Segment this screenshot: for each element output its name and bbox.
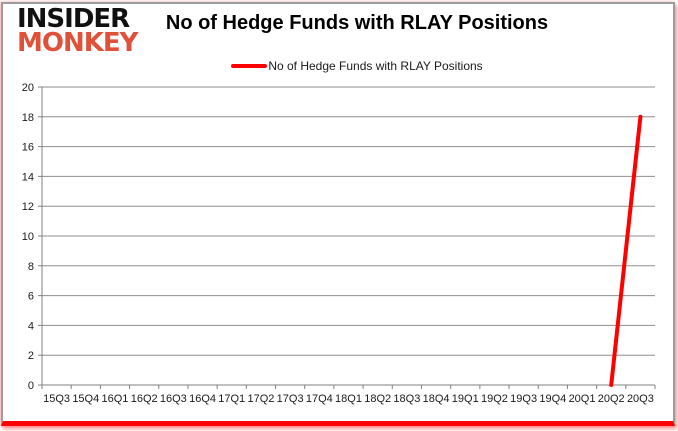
y-tick-label: 6	[28, 291, 34, 303]
line-chart: 0 2 4 6 8 10 12 14 16 18 20 15Q3 15Q4 16Q1 16Q2 16Q3 16Q…	[22, 82, 656, 405]
x-tick-label: 19Q1	[452, 393, 479, 405]
x-tick-label: 20Q2	[598, 393, 625, 405]
y-tick-label: 16	[22, 142, 34, 154]
x-tick-label: 16Q2	[131, 393, 158, 405]
logo-line2: MONKEY	[17, 27, 138, 58]
chart-title: No of Hedge Funds with RLAY Positions	[165, 12, 549, 34]
chart-legend: No of Hedge Funds with RLAY Positions	[41, 59, 673, 73]
series-line	[609, 114, 643, 387]
y-tick-label: 10	[22, 231, 34, 243]
x-tick-label: 17Q3	[277, 393, 304, 405]
x-tick-label: 16Q3	[160, 393, 187, 405]
legend-line-marker	[231, 64, 268, 68]
y-tick-label: 0	[28, 380, 34, 392]
y-tick-label: 14	[22, 171, 34, 183]
x-tick-label: 17Q1	[218, 393, 245, 405]
y-tick-label: 12	[22, 201, 34, 213]
logo-line1: INSIDER	[17, 4, 130, 34]
x-tick-label: 19Q3	[510, 393, 537, 405]
x-tick-label: 15Q4	[72, 393, 99, 405]
x-tick-label: 18Q4	[423, 393, 450, 405]
x-tick-label: 18Q1	[335, 393, 362, 405]
x-tick-label: 17Q2	[247, 393, 274, 405]
chart-frame: INSIDER MONKEY No of Hedge Funds with RL…	[1, 2, 675, 426]
y-tick-label: 4	[28, 320, 34, 332]
x-tick-label: 18Q2	[364, 393, 391, 405]
x-tick-label: 17Q4	[306, 393, 333, 405]
y-tick-label: 18	[22, 112, 34, 124]
x-tick-label: 16Q1	[102, 393, 129, 405]
x-tick-label: 18Q3	[393, 393, 420, 405]
y-tick-label: 2	[28, 350, 34, 362]
legend-label: No of Hedge Funds with RLAY Positions	[268, 59, 483, 73]
x-tick-label: 20Q1	[569, 393, 596, 405]
y-tick-label: 8	[28, 261, 34, 273]
x-tick-label: 19Q4	[539, 393, 566, 405]
x-tick-label: 16Q4	[189, 393, 216, 405]
y-tick-label: 20	[22, 82, 34, 94]
x-tick-label: 19Q2	[481, 393, 508, 405]
insider-monkey-logo: INSIDER MONKEY	[17, 4, 138, 58]
x-tick-label: 15Q3	[43, 393, 70, 405]
x-tick-label: 20Q3	[627, 393, 654, 405]
